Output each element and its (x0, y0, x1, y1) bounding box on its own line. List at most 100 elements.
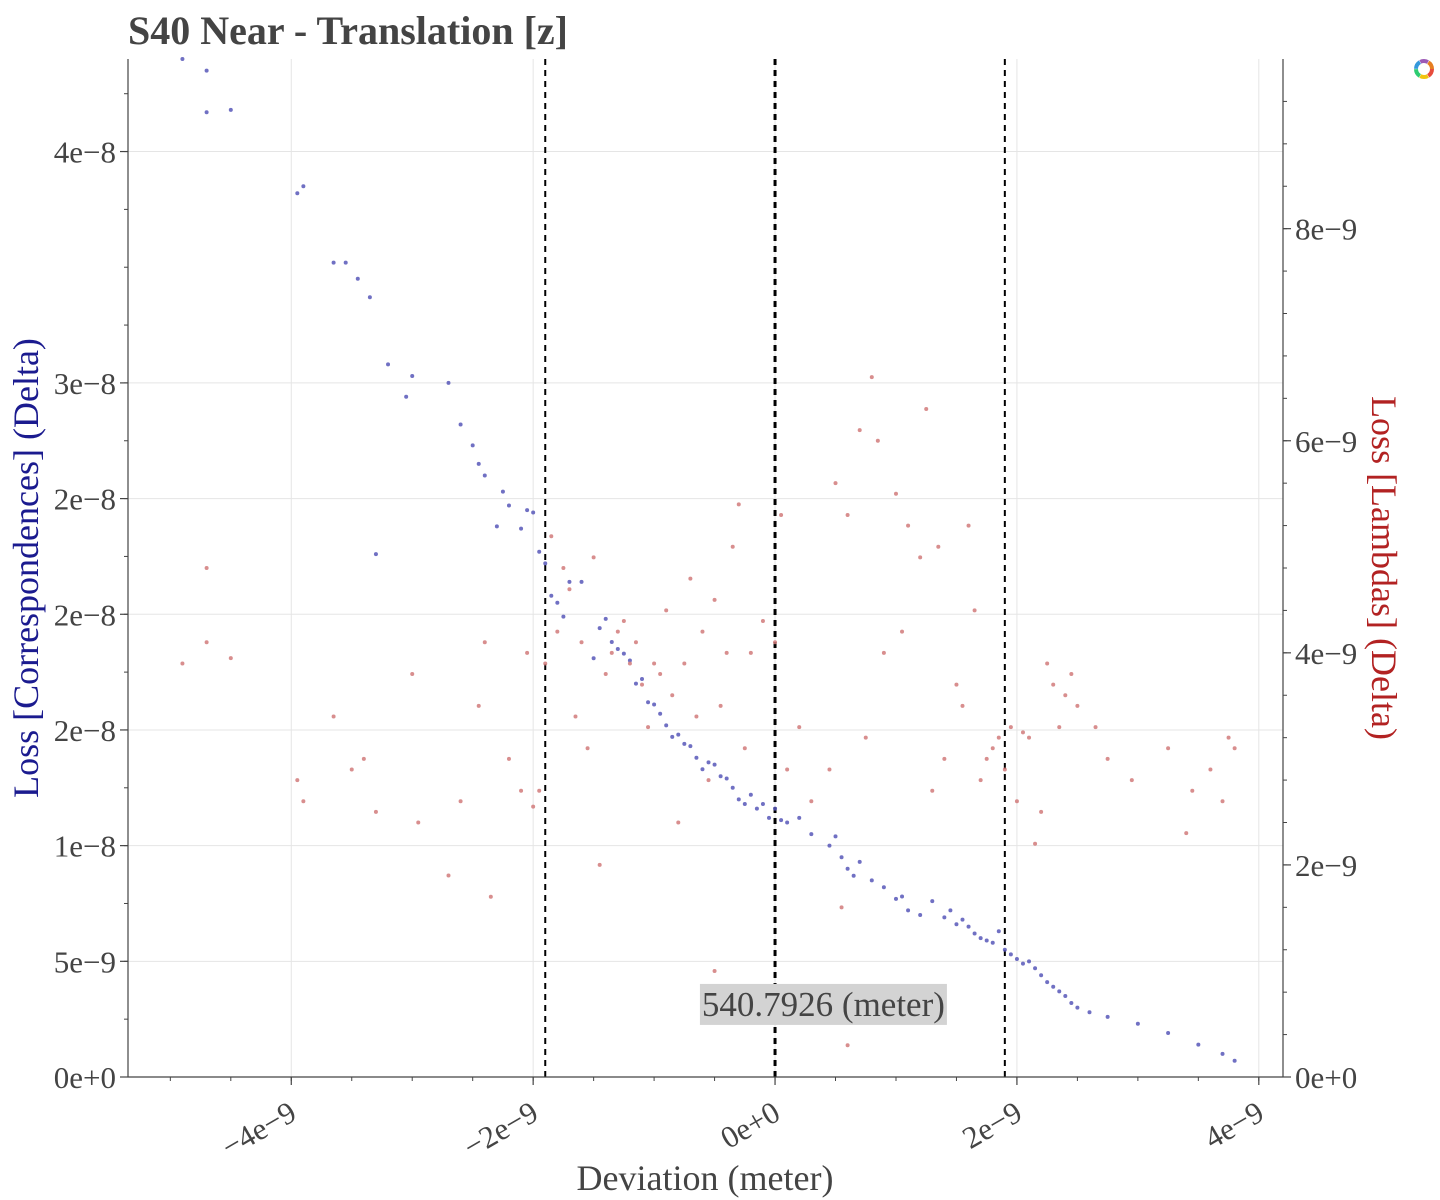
lambda-point (785, 767, 790, 772)
x-tick-label: −4e−9 (215, 1094, 302, 1164)
correspondence-point (996, 929, 1001, 934)
y-left-tick-label: 2e−8 (54, 597, 116, 632)
correspondence-point (942, 915, 947, 920)
lambda-point (615, 629, 620, 634)
lambda-point (525, 650, 530, 655)
correspondence-point (900, 894, 905, 899)
lambda-point (736, 502, 741, 507)
correspondence-point (984, 938, 989, 943)
correspondence-point (785, 820, 790, 825)
correspondence-point (670, 734, 675, 739)
correspondence-point (966, 924, 971, 929)
correspondence-point (960, 917, 965, 922)
correspondence-point (676, 732, 681, 737)
lambda-point (996, 735, 1001, 740)
correspondence-point (615, 646, 620, 651)
lambda-point (857, 428, 862, 433)
correspondence-point (809, 832, 814, 837)
y-left-tick-label: 1e−8 (54, 829, 116, 864)
y-right-axis-ticks: 0e+0 2e−9 4e−9 6e−9 8e−9 (1283, 100, 1357, 1095)
lambda-point (760, 619, 765, 624)
lambda-point (748, 650, 753, 655)
x-tick-label: 0e+0 (714, 1094, 785, 1155)
correspondence-point (869, 878, 874, 883)
correspondence-point (1039, 973, 1044, 978)
lambda-point (1075, 703, 1080, 708)
correspondence-point (972, 931, 977, 936)
correspondence-point (839, 855, 844, 860)
lambda-point (906, 523, 911, 528)
lambda-point (1002, 767, 1007, 772)
lambda-point (924, 406, 929, 411)
data-points (180, 57, 1237, 1063)
correspondence-point (1008, 952, 1013, 957)
lambda-point (416, 820, 421, 825)
correspondence-point (640, 677, 645, 682)
y-left-tick-label: 5e−9 (54, 944, 116, 979)
correspondence-point (1045, 980, 1050, 985)
lambda-point (349, 767, 354, 772)
y-left-tick-label: 4e−8 (54, 135, 116, 170)
lambda-point (839, 905, 844, 910)
correspondence-point (494, 524, 499, 529)
correspondence-point (700, 767, 705, 772)
correspondence-point (1087, 1010, 1092, 1015)
correspondence-point (543, 561, 548, 566)
correspondence-point (1069, 1000, 1074, 1005)
correspondence-point (1196, 1042, 1201, 1047)
correspondence-point (331, 260, 336, 265)
correspondence-point (373, 552, 378, 557)
lambda-point (942, 756, 947, 761)
correspondence-point (773, 806, 778, 811)
lambda-point (295, 778, 300, 783)
correspondence-point (646, 700, 651, 705)
lambda-point (603, 672, 608, 677)
correspondence-point (1002, 947, 1007, 952)
correspondence-point (906, 908, 911, 913)
correspondence-point (954, 922, 959, 927)
lambda-point (1208, 767, 1213, 772)
lambda-point (410, 672, 415, 677)
annotation-label: 540.7926 (meter) (699, 983, 947, 1025)
lambda-point (1057, 725, 1062, 730)
lambda-point (1093, 725, 1098, 730)
lambda-point (833, 481, 838, 486)
correspondence-point (893, 896, 898, 901)
correspondence-point (682, 741, 687, 746)
lambda-point (1166, 746, 1171, 751)
correspondence-point (410, 373, 415, 378)
correspondence-point (978, 936, 983, 941)
lambda-point (670, 693, 675, 698)
lambda-point (779, 512, 784, 517)
correspondence-point (446, 380, 451, 385)
lambda-point (1184, 831, 1189, 836)
correspondence-point (537, 549, 542, 554)
correspondence-point (506, 503, 511, 508)
correspondence-point (1014, 957, 1019, 962)
correspondence-point (833, 834, 838, 839)
lambda-point (724, 650, 729, 655)
lambda-point (579, 640, 584, 645)
lambda-point (482, 640, 487, 645)
lambda-point (978, 778, 983, 783)
correspondence-point (561, 614, 566, 619)
lambda-point (555, 629, 560, 634)
correspondence-point (579, 579, 584, 584)
lambda-point (664, 608, 669, 613)
correspondence-point (603, 616, 608, 621)
correspondence-point (633, 681, 638, 686)
grid-lines (128, 59, 1283, 1078)
lambda-point (1014, 799, 1019, 804)
lambda-point (1190, 788, 1195, 793)
colorwheel-icon[interactable] (1414, 59, 1434, 79)
correspondence-point (1166, 1031, 1171, 1036)
lambda-point (1220, 799, 1225, 804)
lambda-point (797, 725, 802, 730)
lambda-point (561, 566, 566, 570)
reference-lines (544, 59, 1006, 1077)
correspondence-point (404, 394, 409, 399)
correspondence-point (706, 760, 711, 765)
lambda-point (712, 968, 717, 973)
lambda-point (627, 661, 632, 666)
